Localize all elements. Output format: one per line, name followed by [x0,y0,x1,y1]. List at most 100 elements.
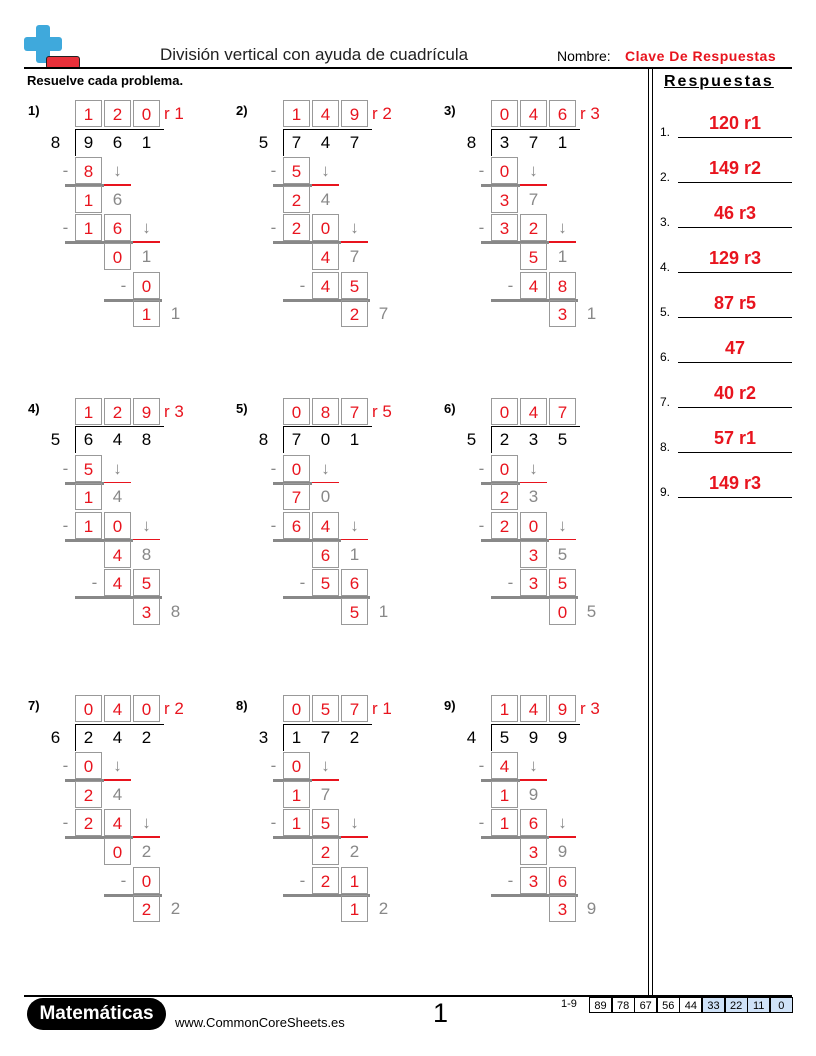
subtraction-line [481,241,549,245]
bring-down-line [133,538,160,541]
brought-down-digit: 1 [141,247,152,266]
subtraction-line [273,538,341,542]
quotient-digit: 2 [104,100,131,127]
dividend-digit: 5 [557,430,568,450]
minus-sign: - [478,161,485,181]
product-digit: 1 [75,214,102,242]
product-digit: 5 [133,569,160,597]
difference-digit: 2 [283,185,310,213]
bring-down-arrow-icon: ↓ [321,756,330,776]
minus-sign: - [62,458,69,478]
answer-number: 3. [660,215,671,229]
dividend-digit: 2 [349,727,360,747]
brought-down-digit: 0 [320,487,331,507]
problem-label: 5) [236,400,248,416]
difference-digit: 7 [283,483,310,511]
dividend-digit: 1 [291,727,302,747]
dividend-digit: 9 [528,727,539,747]
minus-sign: - [270,218,277,238]
product-digit: 2 [520,214,547,242]
minus-sign: - [62,515,69,535]
subtraction-line [491,596,578,600]
divisor: 3 [258,727,269,747]
minus-sign: - [62,218,69,238]
division-bracket-horizontal [75,128,164,130]
subtraction-line [65,184,104,188]
bring-down-arrow-icon: ↓ [113,458,122,478]
answer-number: 7. [660,395,671,409]
answer-number: 8. [660,440,671,454]
answer-line [678,272,792,273]
bring-down-line [312,779,339,781]
bring-down-arrow-icon: ↓ [142,218,151,238]
product-digit: 5 [312,569,339,597]
minus-sign: - [478,813,485,833]
minus-sign: - [478,756,485,776]
answer-value: 87 r5 [713,293,757,313]
division-bracket-horizontal [75,426,164,428]
bring-down-arrow-icon: ↓ [350,218,359,238]
bring-down-line [312,184,339,186]
difference-digit: 1 [75,185,102,213]
problem-label: 9) [444,698,456,713]
difference-digit: 1 [133,300,160,328]
answer-value: 47 [724,338,746,358]
answer-line [678,182,792,183]
bring-down-line [341,836,368,838]
remainder: r 3 [580,699,600,718]
difference-digit: 1 [341,895,368,923]
brought-down-digit: 9 [586,899,597,919]
minus-sign: - [478,458,485,478]
answer-number: 5. [660,305,671,319]
answer-line [678,362,792,363]
answer-value: 129 r3 [708,248,762,268]
product-digit: 4 [491,752,518,780]
answer-line [678,137,792,138]
bring-down-line [341,538,368,541]
bring-down-line [520,481,547,484]
problem-label: 1) [28,103,40,118]
product-digit: 0 [283,752,310,780]
subtraction-line [65,779,104,783]
dividend-digit: 0 [320,430,331,450]
product-digit: 4 [104,809,131,837]
quotient-digit: 0 [75,695,102,722]
difference-digit: 3 [549,300,576,328]
brought-down-digit: 1 [557,247,568,266]
dividend-digit: 3 [499,132,510,152]
subtraction-line [283,596,370,600]
minus-sign: - [120,275,127,295]
difference-digit: 0 [104,838,131,865]
answer-value: 46 r3 [713,203,757,223]
remainder: r 2 [164,699,184,718]
brought-down-digit: 3 [528,487,539,507]
brought-down-digit: 1 [349,544,360,564]
minus-sign: - [507,573,514,593]
product-digit: 1 [341,866,368,894]
divisor: 5 [258,132,269,152]
minus-sign: - [270,813,277,833]
brought-down-digit: 7 [320,784,331,804]
product-digit: 8 [549,271,576,299]
product-digit: 0 [312,214,339,242]
product-digit: 3 [520,569,547,597]
bring-down-arrow-icon: ↓ [529,458,538,478]
subtraction-line [481,779,520,783]
score-cell: 11 [747,997,771,1013]
divisor: 8 [50,132,61,152]
product-digit: 4 [104,569,131,597]
subtraction-line [283,893,370,897]
subtraction-line [65,538,133,542]
division-bracket-vertical [491,426,492,454]
difference-digit: 3 [520,838,547,865]
difference-digit: 6 [312,540,339,568]
quotient-digit: 1 [75,397,102,425]
dividend-digit: 6 [112,132,123,152]
quotient-digit: 2 [104,397,131,425]
subtraction-line [273,481,312,485]
difference-digit: 2 [133,895,160,923]
quotient-digit: 1 [75,100,102,127]
product-digit: 1 [75,511,102,539]
dividend-digit: 4 [320,132,331,152]
